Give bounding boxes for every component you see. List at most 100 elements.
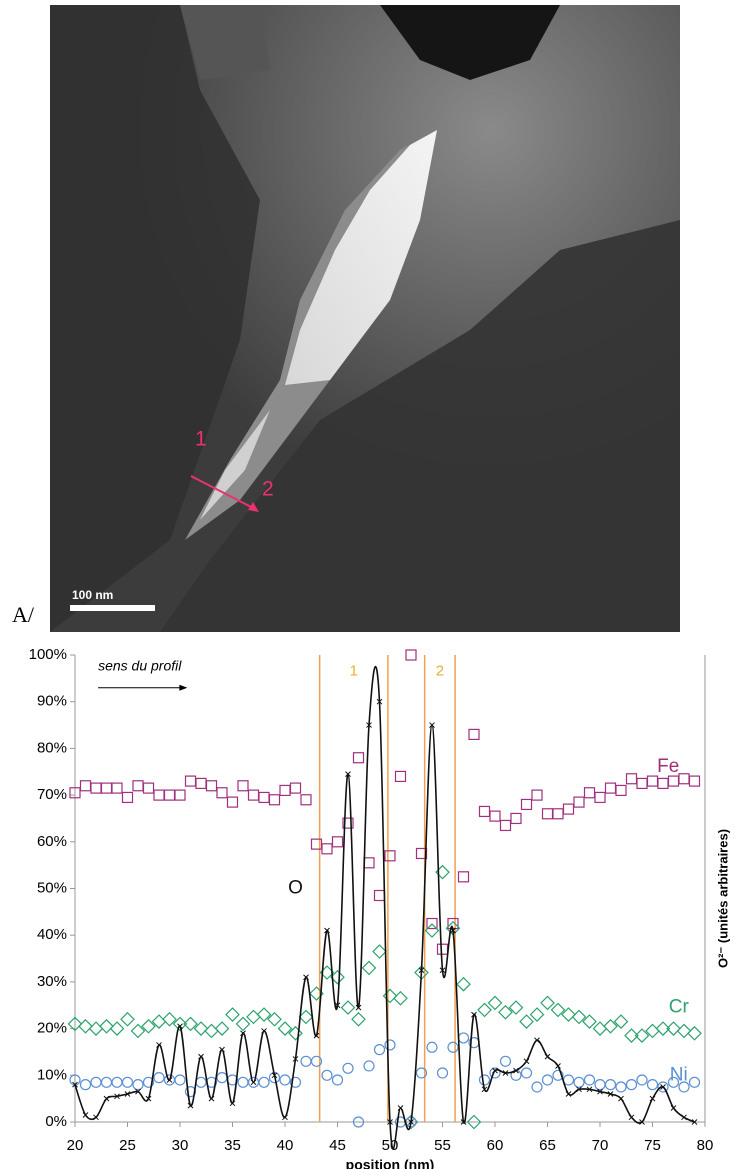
marker (594, 1079, 606, 1091)
marker (177, 1023, 183, 1030)
marker (541, 1074, 554, 1086)
marker (498, 1004, 513, 1020)
x-tick-label: 30 (172, 1137, 189, 1154)
marker (330, 969, 345, 985)
marker (289, 782, 302, 794)
marker (279, 1074, 291, 1086)
marker (79, 780, 92, 792)
marker (670, 1105, 677, 1111)
marker (142, 1076, 155, 1088)
micrograph: 1 2 100 nm A/ (12, 5, 680, 632)
marker (393, 990, 408, 1006)
marker (499, 1055, 512, 1067)
marker (237, 1076, 249, 1088)
profile-arrowhead (248, 502, 259, 512)
marker (625, 1079, 638, 1091)
marker (372, 944, 387, 959)
marker (229, 1100, 236, 1107)
marker (562, 1074, 575, 1086)
marker (124, 1091, 131, 1097)
marker (691, 1119, 698, 1125)
annotation: sens du profil (98, 657, 182, 673)
marker (79, 1079, 92, 1091)
marker (184, 1086, 197, 1098)
marker (111, 1076, 123, 1088)
marker (153, 1072, 165, 1084)
marker (678, 773, 690, 785)
marker (100, 782, 113, 794)
region-label: 1 (350, 662, 358, 679)
marker (225, 1007, 240, 1022)
marker (618, 1095, 624, 1102)
marker (258, 1076, 270, 1088)
marker (583, 787, 596, 799)
marker (256, 1007, 272, 1022)
marker (267, 1011, 282, 1027)
x-tick-label: 25 (119, 1137, 136, 1154)
x-tick-label: 20 (67, 1137, 84, 1154)
dark-particle (380, 5, 560, 80)
marker (487, 995, 503, 1011)
marker-label: 1 (195, 428, 207, 451)
marker (114, 1093, 120, 1100)
marker (277, 1021, 293, 1036)
marker (300, 1055, 312, 1067)
marker (90, 782, 102, 794)
marker (439, 967, 446, 974)
marker (531, 1081, 543, 1093)
marker (384, 850, 396, 862)
crack-tip (200, 410, 270, 520)
marker (195, 777, 207, 790)
marker (615, 784, 627, 797)
marker (550, 1002, 566, 1018)
marker (82, 1112, 89, 1118)
marker (288, 1025, 303, 1041)
marker (78, 1018, 93, 1034)
series-label: Fe (657, 756, 679, 777)
marker (193, 1021, 209, 1036)
series-label: O (288, 878, 303, 899)
marker (519, 1014, 534, 1029)
marker (436, 943, 449, 955)
marker (162, 1011, 177, 1027)
marker (153, 789, 165, 801)
marker (625, 773, 638, 785)
marker (636, 1074, 648, 1086)
marker (666, 1021, 681, 1036)
marker (205, 780, 218, 792)
marker (271, 1072, 278, 1079)
marker (321, 843, 333, 855)
marker (607, 1091, 614, 1097)
marker (660, 1084, 666, 1090)
marker (121, 1076, 134, 1088)
marker (216, 1072, 228, 1084)
y-tick-label: 40% (37, 926, 67, 943)
marker (639, 1119, 645, 1125)
marker (313, 1032, 320, 1039)
marker (345, 771, 351, 777)
marker (279, 784, 291, 797)
chart: 0% 10% 20% 30% 40% 50% 60% 70% 80% 90% 100% 20 25 30 3… (29, 646, 731, 1169)
x-tick-label: 35 (224, 1137, 241, 1154)
marker (240, 1030, 246, 1037)
marker (571, 1009, 587, 1025)
marker (534, 1037, 540, 1044)
marker (156, 1042, 162, 1048)
dark-region (50, 5, 260, 632)
marker (120, 1011, 135, 1027)
marker (565, 1091, 572, 1097)
marker (594, 791, 606, 804)
marker (646, 775, 659, 787)
series-label: Ni (670, 1064, 688, 1085)
y-tick-label: 60% (37, 833, 67, 850)
region-label: 2 (436, 662, 444, 679)
marker (130, 1023, 146, 1039)
marker (109, 1021, 125, 1036)
marker (649, 1095, 656, 1102)
marker (562, 803, 575, 815)
marker (342, 1062, 354, 1074)
marker (603, 1018, 618, 1034)
marker (471, 1011, 477, 1018)
marker (450, 927, 456, 934)
marker (657, 777, 669, 790)
